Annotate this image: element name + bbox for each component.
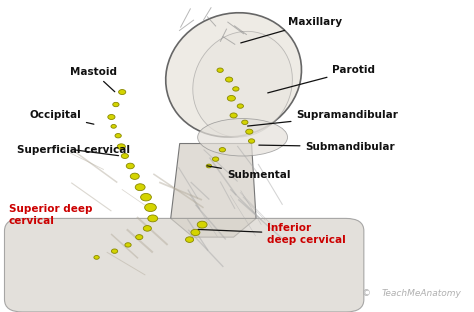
Text: ©: © xyxy=(362,289,371,298)
Circle shape xyxy=(206,164,211,168)
Text: Superficial cervical: Superficial cervical xyxy=(17,145,130,156)
Circle shape xyxy=(237,104,244,108)
Polygon shape xyxy=(171,144,256,237)
Circle shape xyxy=(125,243,131,247)
Circle shape xyxy=(126,163,134,169)
Text: Occipital: Occipital xyxy=(29,110,94,124)
Circle shape xyxy=(94,256,99,259)
Text: Superior deep
cervical: Superior deep cervical xyxy=(9,204,92,226)
Circle shape xyxy=(233,87,239,91)
Circle shape xyxy=(226,77,233,82)
Circle shape xyxy=(108,115,115,119)
Circle shape xyxy=(118,90,126,95)
Circle shape xyxy=(136,235,143,240)
Circle shape xyxy=(197,221,207,228)
Circle shape xyxy=(117,144,125,149)
Ellipse shape xyxy=(166,13,301,137)
Text: Maxillary: Maxillary xyxy=(241,17,342,43)
Circle shape xyxy=(145,203,156,212)
Text: Submandibular: Submandibular xyxy=(259,142,395,152)
Circle shape xyxy=(113,102,119,107)
Circle shape xyxy=(185,237,193,242)
Circle shape xyxy=(141,193,151,201)
Circle shape xyxy=(121,154,128,158)
Circle shape xyxy=(246,129,253,134)
Ellipse shape xyxy=(193,32,292,137)
Circle shape xyxy=(242,120,248,124)
Circle shape xyxy=(111,249,118,253)
Circle shape xyxy=(212,157,219,161)
Ellipse shape xyxy=(198,119,288,156)
Circle shape xyxy=(148,215,158,222)
Text: Supramandibular: Supramandibular xyxy=(247,110,398,126)
Circle shape xyxy=(115,134,121,138)
Circle shape xyxy=(248,139,255,143)
Text: Inferior
deep cervical: Inferior deep cervical xyxy=(198,223,346,245)
Circle shape xyxy=(130,173,139,179)
Text: Submental: Submental xyxy=(207,166,291,180)
Circle shape xyxy=(135,184,145,191)
Text: Mastoid: Mastoid xyxy=(70,67,117,92)
Circle shape xyxy=(143,226,151,231)
Text: Parotid: Parotid xyxy=(268,65,375,93)
Circle shape xyxy=(219,148,226,152)
FancyBboxPatch shape xyxy=(4,218,364,312)
Circle shape xyxy=(191,229,200,236)
Circle shape xyxy=(111,124,116,128)
Text: TeachMeAnatomy: TeachMeAnatomy xyxy=(382,289,462,298)
Circle shape xyxy=(217,68,223,72)
Circle shape xyxy=(228,95,236,101)
Circle shape xyxy=(230,113,237,118)
